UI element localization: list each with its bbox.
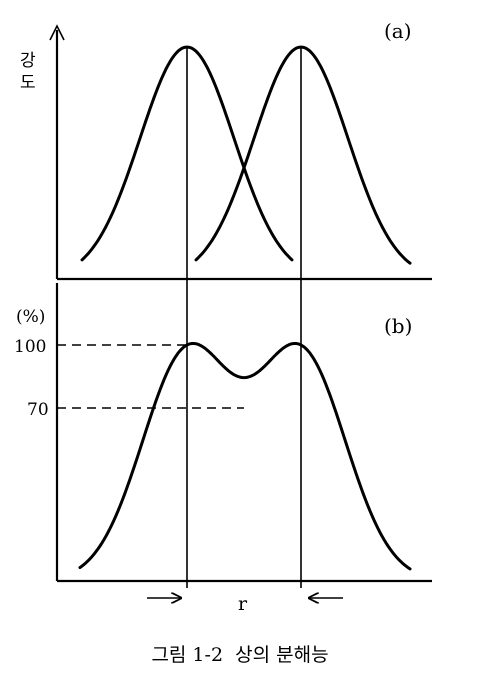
tick-label-100: 100 <box>14 337 46 357</box>
y-axis-arrow <box>49 24 65 41</box>
percent-unit-label: (%) <box>16 307 45 327</box>
panel-b-label: (b) <box>384 314 412 338</box>
tick-label-70: 70 <box>27 400 49 420</box>
figure-caption: 그림 1-2 상의 분해능 <box>151 644 328 666</box>
resolution-label-r: r <box>238 593 248 615</box>
y-axis-label-char-2: 도 <box>20 73 36 93</box>
combined-intensity-curve <box>78 342 412 571</box>
gaussian-curve-right <box>194 45 412 265</box>
y-axis-label-char-1: 강 <box>20 51 36 71</box>
panel-a-label: (a) <box>384 19 412 43</box>
panel-a: (a) 강 도 <box>20 19 432 281</box>
panel-b: (b) (%) 100 70 <box>14 283 432 583</box>
